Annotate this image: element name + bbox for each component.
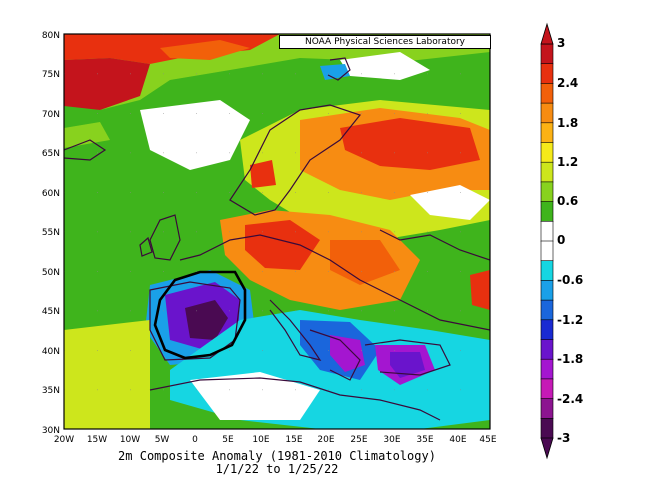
lon-label: 5W bbox=[155, 435, 170, 445]
map-field bbox=[64, 34, 490, 429]
lon-label: 10W bbox=[120, 435, 140, 445]
colorbar-segment bbox=[540, 260, 554, 282]
lat-label: 80N bbox=[42, 31, 60, 41]
lat-label: 45N bbox=[42, 307, 60, 317]
colorbar-segment bbox=[540, 181, 554, 203]
lat-label: 60N bbox=[42, 189, 60, 199]
colorbar-segment bbox=[540, 63, 554, 85]
black-sea-coast bbox=[379, 229, 490, 261]
colorbar-segment bbox=[540, 83, 554, 104]
novaya-zemlya-coast bbox=[327, 57, 351, 81]
turkey-coast bbox=[364, 339, 451, 376]
lon-label: 15E bbox=[285, 435, 302, 445]
map-frame bbox=[63, 33, 491, 430]
credit-label: NOAA Physical Sciences Laboratory bbox=[279, 35, 491, 49]
lon-label: 20W bbox=[54, 435, 74, 445]
lat-label: 30N bbox=[42, 426, 60, 436]
continental-coast bbox=[179, 234, 490, 331]
colorbar-segment bbox=[540, 221, 554, 242]
colorbar-label: -2.4 bbox=[557, 392, 583, 406]
colorbar-label: 2.4 bbox=[557, 76, 578, 90]
colorbar-label: -1.2 bbox=[557, 313, 583, 327]
italy-coast bbox=[269, 299, 322, 361]
colorbar-label: 1.2 bbox=[557, 155, 578, 169]
lon-axis: 20W 15W 10W 5W 0 5E 10E 15E 20E 25E 30E … bbox=[54, 435, 497, 445]
balkans-coast bbox=[309, 329, 361, 381]
lat-label: 70N bbox=[42, 110, 60, 120]
colorbar-labels: 3 2.4 1.8 1.2 0.6 0 -0.6 -1.2 -1.8 -2.4 … bbox=[557, 36, 583, 445]
lat-label: 55N bbox=[42, 228, 60, 238]
lat-label: 65N bbox=[42, 149, 60, 159]
colorbar-segment bbox=[540, 280, 554, 301]
colorbar-segment bbox=[540, 358, 554, 380]
lat-label: 35N bbox=[42, 386, 60, 396]
lon-label: 45E bbox=[479, 435, 496, 445]
lon-label: 20E bbox=[317, 435, 334, 445]
colorbar-segment bbox=[540, 339, 554, 360]
colorbar-segment bbox=[540, 43, 554, 65]
colorbar-label: 0.6 bbox=[557, 194, 578, 208]
colorbar-segment bbox=[540, 417, 554, 439]
colorbar-max-arrow bbox=[540, 22, 554, 45]
lon-label: 15W bbox=[87, 435, 107, 445]
colorbar-segment bbox=[540, 319, 554, 341]
colorbar-segment bbox=[540, 201, 554, 222]
colorbar-segment bbox=[540, 122, 554, 144]
coastlines bbox=[64, 57, 490, 421]
lat-label: 75N bbox=[42, 70, 60, 80]
north-africa-coast bbox=[149, 377, 441, 421]
lat-label: 40N bbox=[42, 347, 60, 357]
colorbar-min-arrow bbox=[540, 437, 554, 460]
iceland-coast bbox=[64, 139, 107, 161]
colorbar-label: 3 bbox=[557, 36, 565, 50]
colorbar-segment bbox=[540, 240, 554, 262]
lon-label: 0 bbox=[192, 435, 198, 445]
grid-dots bbox=[64, 34, 490, 429]
significance-contour bbox=[153, 270, 247, 360]
lon-label: 10E bbox=[252, 435, 269, 445]
colorbar-segment bbox=[540, 378, 554, 400]
map-caption-dates: 1/1/22 to 1/25/22 bbox=[215, 462, 339, 476]
british-isles-coast bbox=[149, 214, 181, 261]
ireland-coast bbox=[139, 236, 153, 257]
colorbar-label: -3 bbox=[557, 431, 570, 445]
lon-label: 25E bbox=[350, 435, 367, 445]
colorbar-segment bbox=[540, 398, 554, 419]
lon-label: 30E bbox=[383, 435, 400, 445]
lat-label: 50N bbox=[42, 268, 60, 278]
colorbar-label: -0.6 bbox=[557, 273, 583, 287]
colorbar-label: 1.8 bbox=[557, 116, 578, 130]
colorbar-segment bbox=[540, 102, 554, 124]
lat-axis: 80N 75N 70N 65N 60N 55N 50N 45N 40N 35N … bbox=[42, 31, 60, 436]
colorbar-segment bbox=[540, 161, 554, 183]
lon-label: 5E bbox=[222, 435, 234, 445]
lon-label: 35E bbox=[416, 435, 433, 445]
colorbar-segment bbox=[540, 299, 554, 321]
colorbar-label: 0 bbox=[557, 233, 565, 247]
lon-label: 40E bbox=[449, 435, 466, 445]
colorbar-label: -1.8 bbox=[557, 352, 583, 366]
scandinavia-coast bbox=[229, 104, 362, 216]
colorbar bbox=[540, 22, 554, 460]
colorbar-segment bbox=[540, 142, 554, 163]
map-caption-title: 2m Composite Anomaly (1981-2010 Climatol… bbox=[118, 449, 436, 463]
